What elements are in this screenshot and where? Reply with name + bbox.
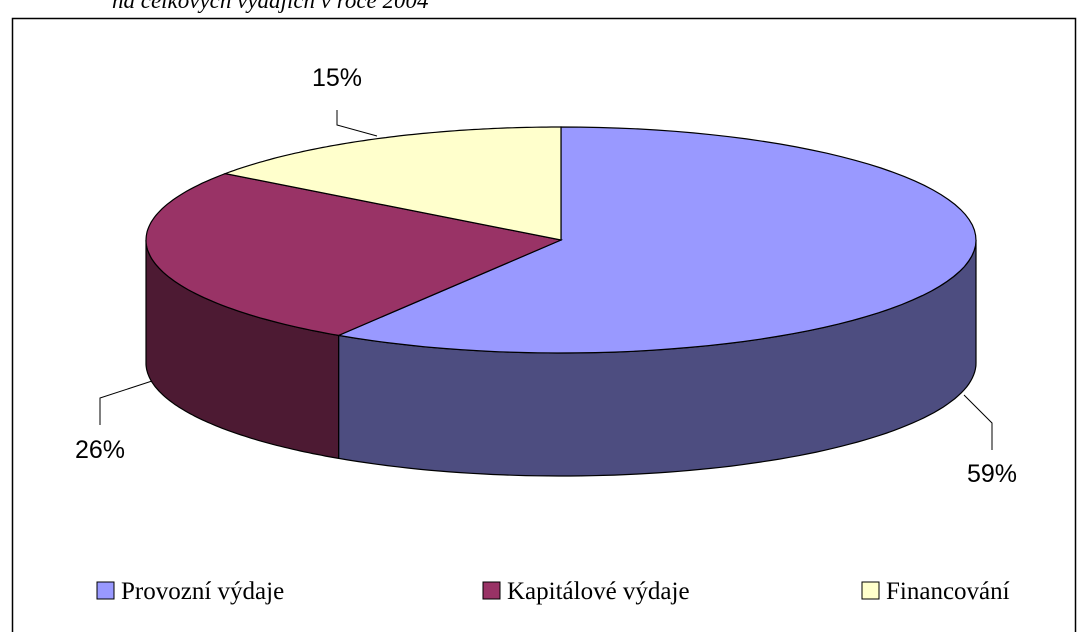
data-label: 59% <box>967 460 1017 488</box>
legend-swatch <box>482 581 501 600</box>
legend-swatch <box>96 581 115 600</box>
legend-swatch <box>861 581 880 600</box>
pie <box>145 126 977 477</box>
leader-line <box>99 380 153 425</box>
leader-line <box>336 110 378 137</box>
chart-frame <box>11 17 1077 632</box>
data-label: 15% <box>312 64 362 92</box>
legend-label: Kapitálové výdaje <box>507 578 690 605</box>
legend-label: Provozní výdaje <box>121 578 284 605</box>
slice <box>145 172 564 337</box>
slice <box>336 126 977 354</box>
chart-title: na celkových výdajích v roce 2004 <box>112 0 429 13</box>
legend-label: Financování <box>886 578 1010 605</box>
data-label: 26% <box>75 436 125 464</box>
legend: Provozní výdaje Kapitálové výdaje Financov… <box>96 578 1010 605</box>
leader-line <box>963 394 993 450</box>
slice <box>223 126 562 241</box>
